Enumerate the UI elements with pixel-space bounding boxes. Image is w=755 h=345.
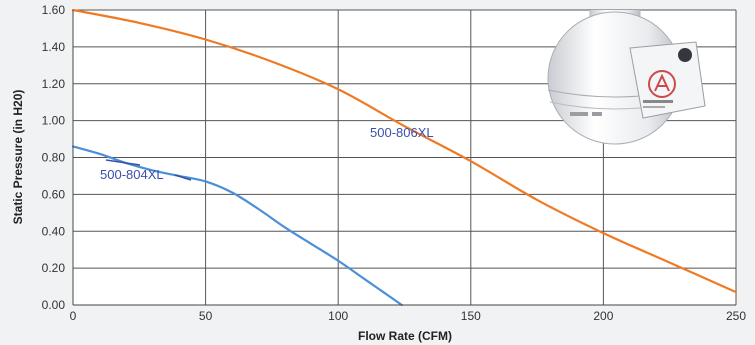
- series-label-500-804xl: 500-804XL: [100, 167, 164, 182]
- y-tick-label: 0.80: [42, 151, 66, 165]
- y-tick-label: 0.40: [42, 224, 66, 238]
- y-tick-label: 1.40: [42, 40, 66, 54]
- y-axis-title: Static Pressure (in H20): [11, 90, 25, 225]
- label-500-804xl: 500-804XL: [100, 159, 192, 182]
- y-tick-label: 1.20: [42, 77, 66, 91]
- y-tick-labels: 0.00 0.20 0.40 0.60 0.80 1.00 1.20 1.40 1.60: [42, 3, 66, 312]
- x-tick-label: 200: [593, 309, 613, 323]
- label-leader-line: [174, 174, 192, 181]
- x-tick-label: 100: [328, 309, 348, 323]
- x-tick-labels: 0 50 100 150 200 250: [70, 309, 747, 323]
- x-axis-title: Flow Rate (CFM): [358, 329, 452, 343]
- series-line-500-806xl: [71, 8, 738, 294]
- product-image: [547, 10, 706, 145]
- x-tick-label: 150: [461, 309, 481, 323]
- x-tick-label: 50: [199, 309, 213, 323]
- x-tick-label: 250: [726, 309, 746, 323]
- label-500-806xl: 500-806XL: [370, 125, 434, 140]
- y-tick-label: 0.20: [42, 261, 66, 275]
- y-tick-label: 1.60: [42, 3, 66, 17]
- y-tick-label: 0.60: [42, 187, 66, 201]
- series-label-500-806xl: 500-806XL: [370, 125, 434, 140]
- x-tick-label: 0: [70, 309, 77, 323]
- y-tick-label: 0.00: [42, 298, 66, 312]
- label-leader-line: [105, 159, 141, 166]
- y-tick-label: 1.00: [42, 114, 66, 128]
